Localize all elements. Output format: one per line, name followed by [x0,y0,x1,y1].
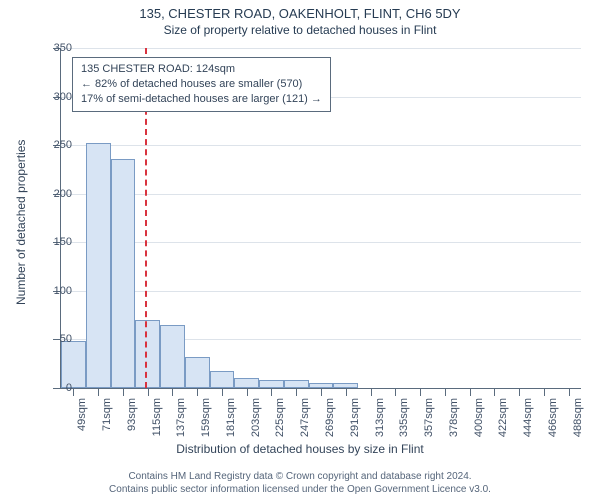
x-tick-label: 203sqm [250,398,262,437]
grid-line [61,48,581,49]
x-tick [494,388,495,396]
x-tick-label: 137sqm [175,398,187,437]
histogram-bar [61,341,86,388]
y-tick-label: 0 [42,382,72,394]
x-tick-label: 225sqm [274,398,286,437]
grid-line [61,291,581,292]
x-tick-label: 378sqm [448,398,460,437]
y-tick-label: 150 [42,236,72,248]
grid-line [61,194,581,195]
x-tick-label: 93sqm [126,398,138,431]
y-tick-label: 100 [42,285,72,297]
x-axis-title: Distribution of detached houses by size … [0,442,600,456]
x-tick-label: 335sqm [398,398,410,437]
x-tick-label: 466sqm [547,398,559,437]
x-tick [445,388,446,396]
x-tick [123,388,124,396]
x-tick [172,388,173,396]
histogram-bar [284,380,309,388]
x-tick [271,388,272,396]
y-tick-label: 350 [42,42,72,54]
x-tick-label: 422sqm [497,398,509,437]
x-tick [371,388,372,396]
x-tick [98,388,99,396]
x-tick [346,388,347,396]
histogram-bar [210,371,235,388]
histogram-bar [135,320,160,388]
x-tick [247,388,248,396]
histogram-bar [185,357,210,388]
histogram-bar [259,380,284,388]
x-tick-label: 181sqm [225,398,237,437]
x-tick-label: 357sqm [423,398,435,437]
x-tick [420,388,421,396]
x-tick [470,388,471,396]
x-tick-label: 159sqm [200,398,212,437]
x-tick-label: 269sqm [324,398,336,437]
x-tick-label: 313sqm [374,398,386,437]
y-tick-label: 50 [42,333,72,345]
chart-title: 135, CHESTER ROAD, OAKENHOLT, FLINT, CH6… [0,0,600,23]
chart-subtitle: Size of property relative to detached ho… [0,23,600,39]
footer-line-1: Contains HM Land Registry data © Crown c… [0,470,600,483]
x-tick [296,388,297,396]
x-tick-label: 71sqm [101,398,113,431]
y-axis-title: Number of detached properties [14,140,28,305]
y-tick-label: 250 [42,139,72,151]
x-tick-label: 444sqm [522,398,534,437]
x-tick-label: 115sqm [151,398,163,436]
info-box: 135 CHESTER ROAD: 124sqm← 82% of detache… [72,57,331,112]
x-tick [321,388,322,396]
footer-line-2: Contains public sector information licen… [0,483,600,496]
info-box-line: 135 CHESTER ROAD: 124sqm [81,62,322,77]
x-tick-label: 400sqm [473,398,485,437]
info-box-line: 17% of semi-detached houses are larger (… [81,92,322,107]
x-tick [395,388,396,396]
x-tick [222,388,223,396]
x-tick [569,388,570,396]
x-tick-label: 488sqm [572,398,584,437]
x-tick [519,388,520,396]
grid-line [61,242,581,243]
x-tick [544,388,545,396]
grid-line [61,145,581,146]
histogram-bar [86,143,111,388]
x-tick [197,388,198,396]
y-tick-label: 300 [42,91,72,103]
histogram-bar [160,325,185,388]
info-box-line: ← 82% of detached houses are smaller (57… [81,77,322,92]
y-tick-label: 200 [42,188,72,200]
histogram-bar [234,378,259,388]
x-tick-label: 247sqm [299,398,311,437]
histogram-bar [111,159,136,388]
x-tick [73,388,74,396]
x-tick-label: 291sqm [349,398,361,437]
x-tick-label: 49sqm [76,398,88,431]
x-tick [148,388,149,396]
chart-footer: Contains HM Land Registry data © Crown c… [0,470,600,496]
